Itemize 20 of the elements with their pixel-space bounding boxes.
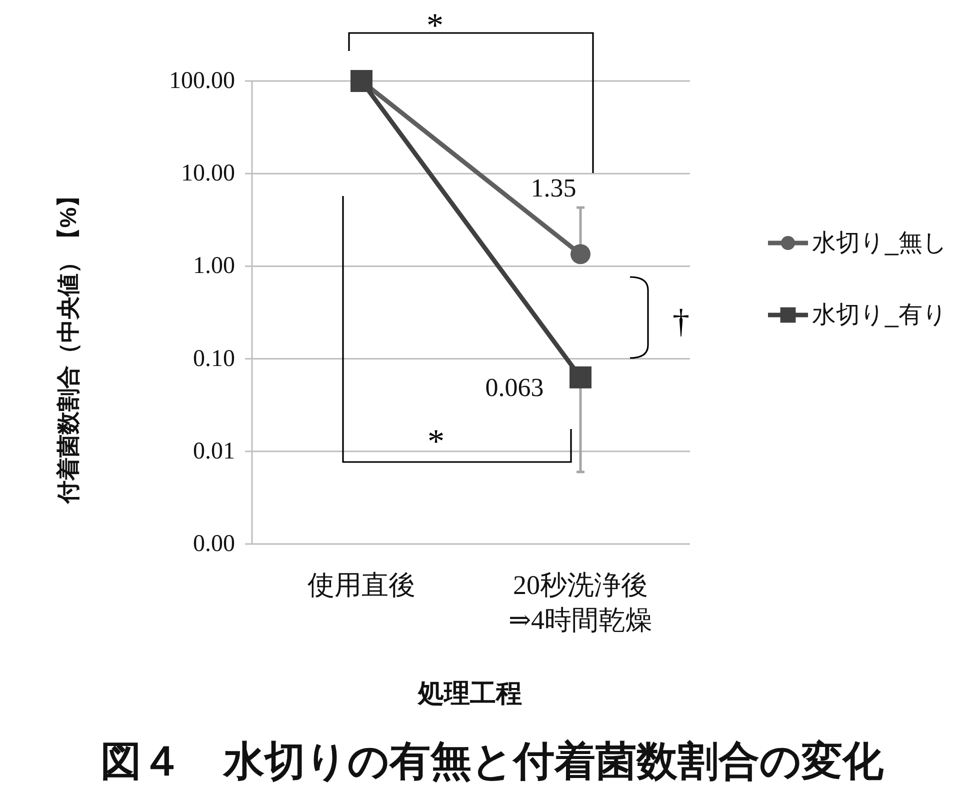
y-tick-label: 0.10 (193, 346, 235, 372)
x-tick-label: 使用直後 (308, 570, 416, 600)
legend-label: 水切り_無し (812, 230, 948, 256)
y-tick-label: 10.00 (181, 160, 235, 187)
y-axis-title: 付着菌数割合（中央値）【%】 (55, 184, 81, 505)
annotation: * (428, 424, 444, 460)
data-label: 0.063 (485, 372, 544, 402)
point (570, 366, 592, 388)
text: 図４ 水切りの有無と付着菌数割合の変化 (100, 738, 884, 784)
point (570, 244, 590, 264)
text: * (426, 8, 444, 44)
legend-label: 水切り_有り (812, 302, 948, 328)
y-tick-label: 0.01 (193, 438, 235, 464)
x-axis-title: 処理工程 (417, 678, 522, 708)
x-tick-label: 20秒洗浄後 ⇒4時間乾燥 (508, 570, 653, 635)
y-tick-label: 1.00 (193, 253, 235, 280)
data-label: 1.35 (530, 174, 576, 203)
y-tick-label: 100.00 (169, 68, 235, 94)
y-tick-label: 0.00 (193, 531, 235, 557)
annotation: † (672, 304, 690, 340)
